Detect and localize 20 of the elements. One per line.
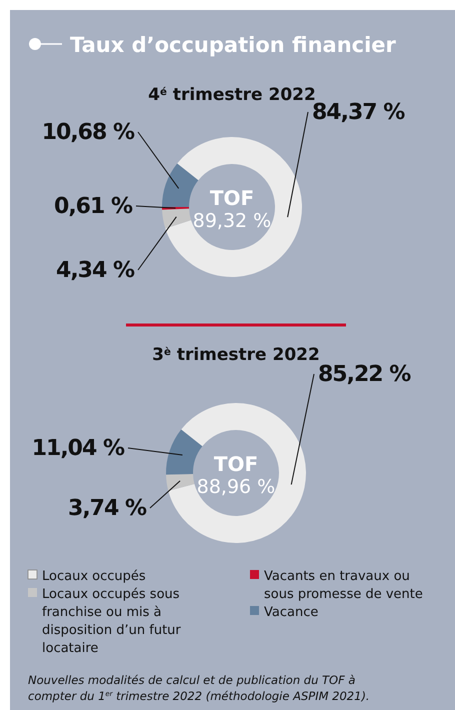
chart-title: Taux d’occupation financier xyxy=(70,33,397,57)
text: 88,96 % xyxy=(196,476,276,498)
legend-label: Vacance xyxy=(264,605,318,620)
data-label: 0,61 % xyxy=(54,194,133,219)
text: TOF xyxy=(210,186,254,210)
donut-slice xyxy=(162,163,198,208)
data-label: 3,74 % xyxy=(68,496,147,521)
data-label: 4,34 % xyxy=(56,258,135,283)
text: Nouvelles modalités de calcul et de publication du TOF à compter du 1$^{er}$ trimestre 2022 (méthodologie ASPIM 2021). xyxy=(28,673,370,703)
data-label: 11,04 % xyxy=(32,436,125,461)
legend-label: Vacants en travaux ou sous promesse de vente xyxy=(264,569,423,602)
legend-label: Locaux occupés xyxy=(42,569,146,584)
text: 89,32 % xyxy=(192,210,272,232)
data-label: 10,68 % xyxy=(42,120,135,145)
donut-slice xyxy=(165,137,302,277)
legend-label: Locaux occupés sous franchise ou mis à disposition d’un futur locataire xyxy=(42,587,182,656)
data-label: 85,22 % xyxy=(318,362,412,387)
donut-slice xyxy=(162,208,192,228)
chart-title: 3$^{è}$ trimestre 2022 xyxy=(152,345,320,365)
text: TOF xyxy=(214,452,258,476)
